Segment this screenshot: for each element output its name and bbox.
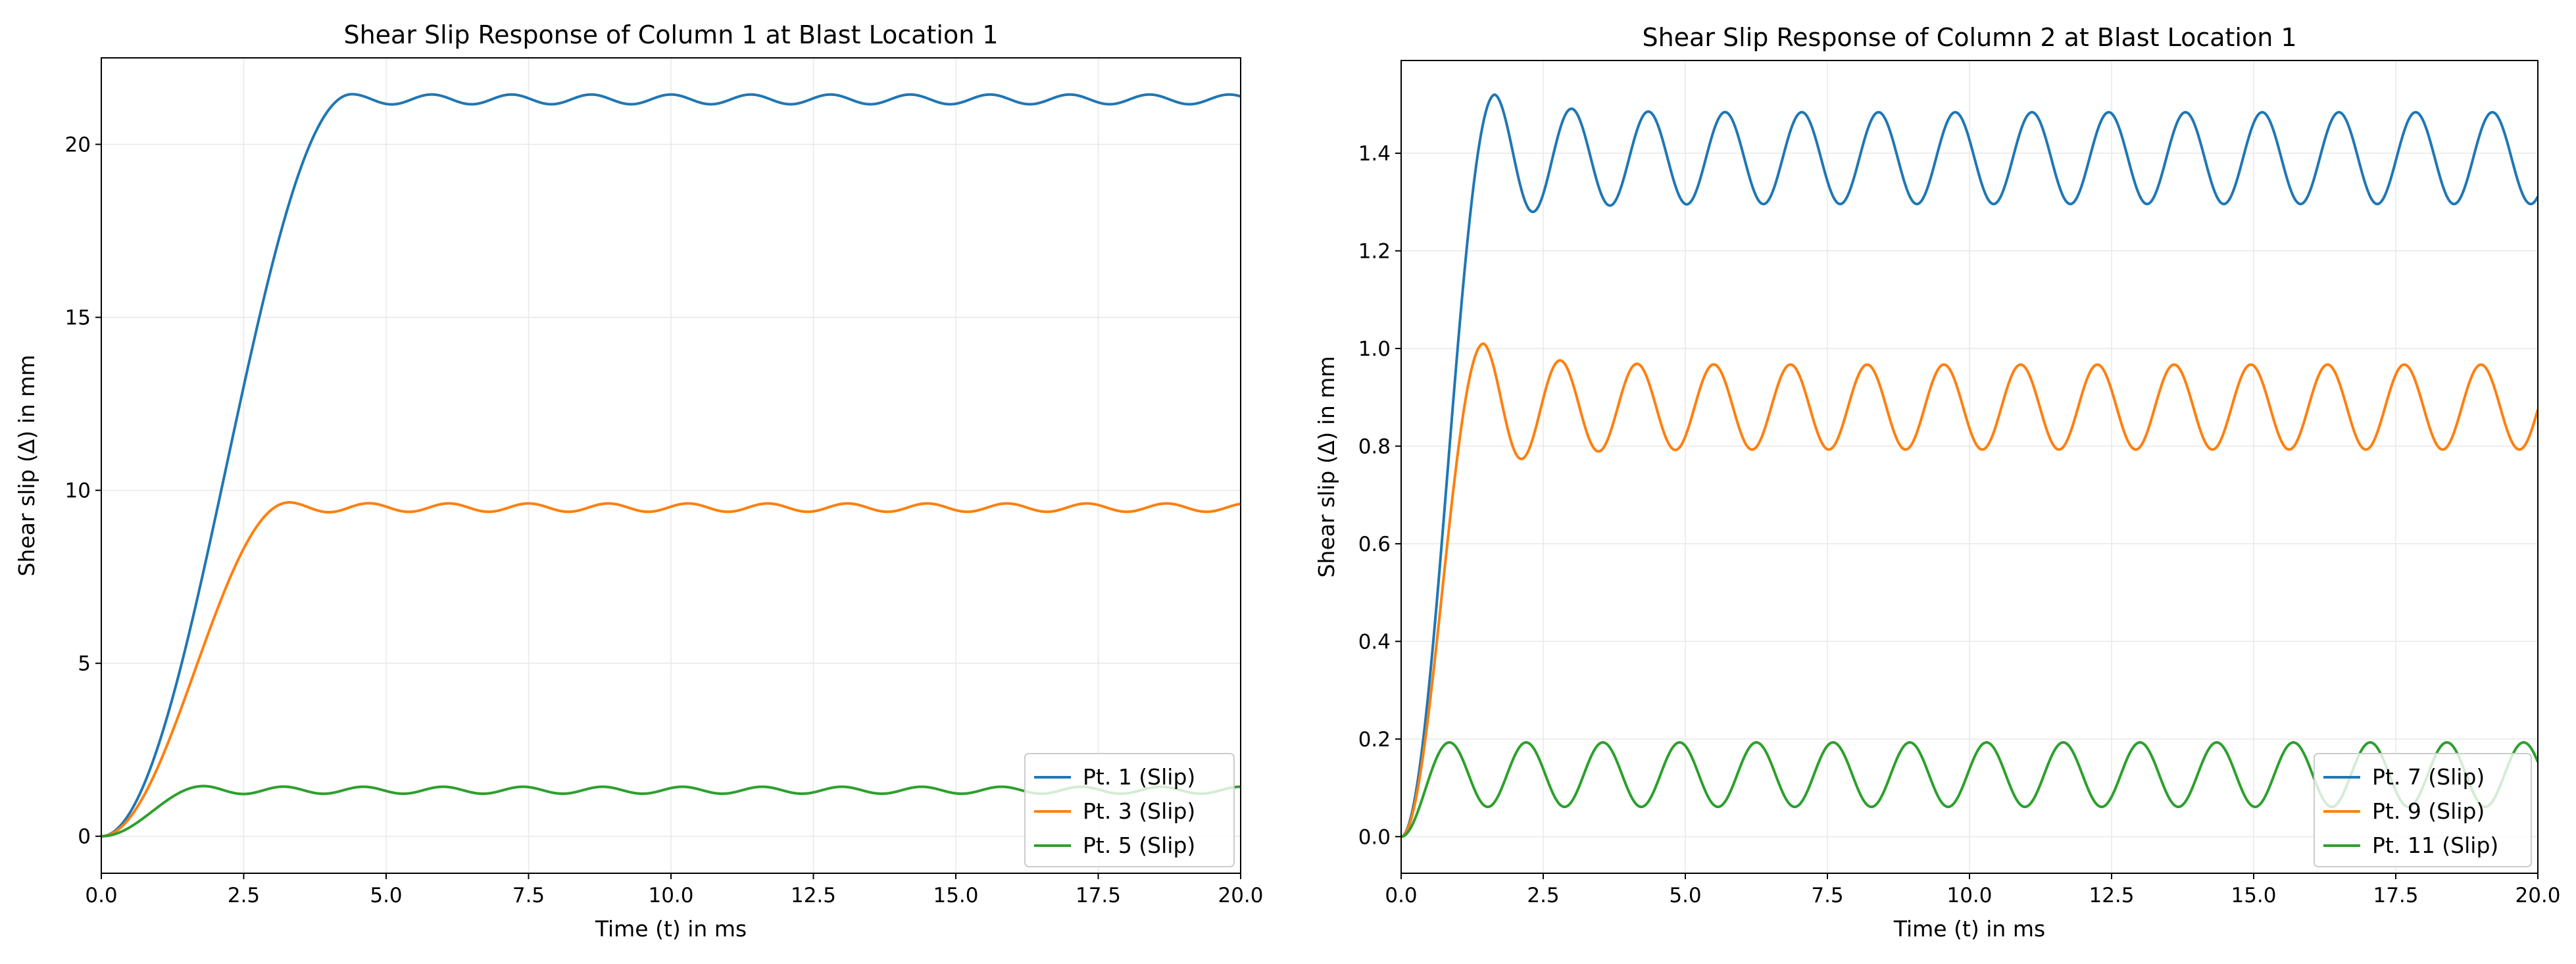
y-tick-label: 10	[65, 479, 91, 503]
y-axis-label: Shear slip (Δ) in mm	[14, 354, 39, 576]
chart-left: 0.0 2.5 5.0 7.5 10.0 12.5 15.0 17.5 20.0 0 5 10 15 20…	[14, 20, 1264, 942]
legend-entry: Pt. 11 (Slip)	[2372, 832, 2498, 858]
x-tick-label: 15.0	[933, 884, 978, 907]
x-tick-label: 12.5	[2089, 884, 2134, 907]
legend: Pt. 7 (Slip) Pt. 9 (Slip) Pt. 11 (Slip)	[2314, 753, 2532, 867]
y-tick-label: 0.4	[1358, 630, 1391, 654]
legend: Pt. 1 (Slip) Pt. 3 (Slip) Pt. 5 (Slip)	[1024, 753, 1235, 867]
x-tick-label: 0.0	[85, 884, 117, 907]
x-tick-label: 0.0	[1385, 884, 1417, 907]
legend-box	[1024, 753, 1235, 867]
y-tick-label: 5	[78, 652, 91, 676]
x-tick-label: 7.5	[1811, 884, 1843, 907]
x-tick-label: 10.0	[648, 884, 693, 907]
x-tick-label: 10.0	[1946, 884, 1992, 907]
x-tick-label: 5.0	[370, 884, 402, 907]
y-tick-label: 0.8	[1358, 435, 1391, 458]
y-tick-label: 1.4	[1358, 142, 1391, 166]
series-line-pt-1-slip	[101, 93, 1241, 838]
series-line-pt-9-slip	[1401, 342, 2538, 838]
chart-title: Shear Slip Response of Column 1 at Blast…	[343, 20, 998, 49]
x-tick-label: 15.0	[2231, 884, 2276, 907]
x-tick-label: 12.5	[791, 884, 836, 907]
legend-entry: Pt. 7 (Slip)	[2372, 764, 2485, 790]
legend-entry: Pt. 9 (Slip)	[2372, 798, 2485, 824]
legend-box	[2314, 753, 2532, 867]
chart-right: 0.0 2.5 5.0 7.5 10.0 12.5 15.0 17.5 20.0 0.0 0.2 0.…	[1314, 23, 2561, 942]
y-tick-label: 0.0	[1358, 825, 1391, 849]
series-line-pt-7-slip	[1401, 93, 2538, 838]
x-tick-label: 7.5	[512, 884, 545, 907]
y-tick-label: 1.0	[1358, 337, 1391, 361]
chart-title: Shear Slip Response of Column 2 at Blast…	[1642, 23, 2296, 52]
legend-entry: Pt. 1 (Slip)	[1083, 764, 1195, 790]
series-line-pt-3-slip	[101, 501, 1241, 838]
x-tick-label: 20.0	[1218, 884, 1263, 907]
x-tick-label: 2.5	[1527, 884, 1559, 907]
y-tick-label: 1.2	[1358, 240, 1391, 264]
x-tick-label: 17.5	[1076, 884, 1121, 907]
legend-entry: Pt. 3 (Slip)	[1083, 798, 1195, 824]
y-axis-label: Shear slip (Δ) in mm	[1314, 356, 1339, 577]
y-tick-label: 0.2	[1358, 728, 1391, 752]
x-axis-label: Time (t) in ms	[595, 916, 747, 942]
x-tick-label: 17.5	[2373, 884, 2418, 907]
y-tick-label: 0.6	[1358, 533, 1391, 556]
y-tick-label: 20	[65, 133, 91, 157]
y-tick-label: 15	[65, 306, 91, 330]
x-axis-label: Time (t) in ms	[1893, 916, 2045, 942]
x-tick-label: 5.0	[1669, 884, 1701, 907]
x-tick-label: 2.5	[228, 884, 260, 907]
legend-entry: Pt. 5 (Slip)	[1083, 832, 1195, 858]
y-tick-label: 0	[78, 825, 91, 849]
x-tick-label: 20.0	[2515, 884, 2560, 907]
